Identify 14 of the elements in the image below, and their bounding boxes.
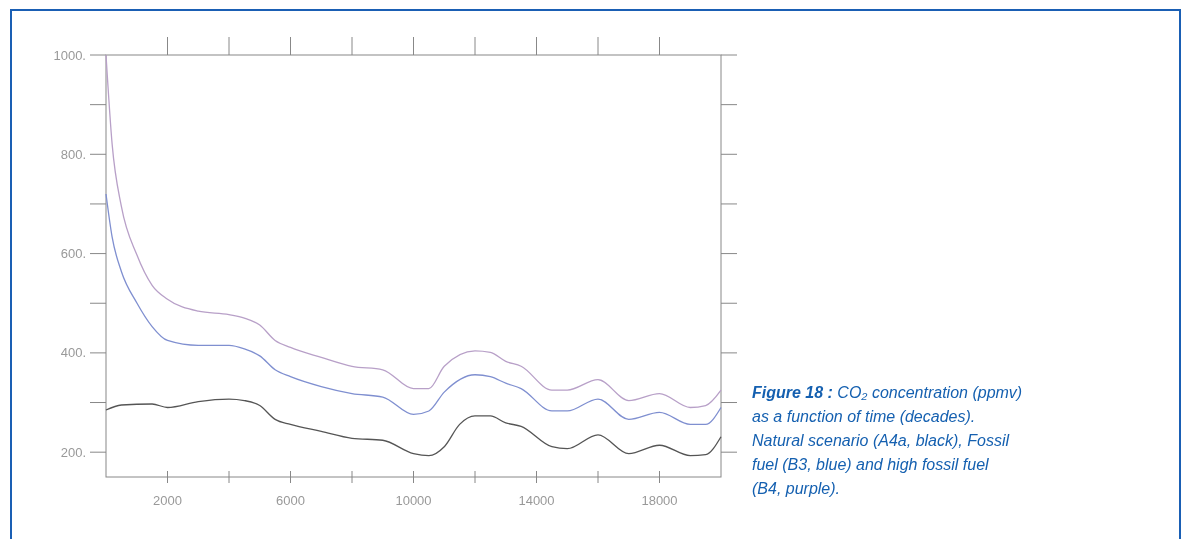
y-tick-label: 600. — [60, 246, 86, 262]
y-tick-label: 800. — [60, 146, 86, 162]
x-tick-label: 14000 — [518, 493, 555, 508]
y-tick-label: 1000. — [53, 47, 86, 63]
line-series — [105, 398, 722, 457]
x-tick-label: 18000 — [641, 493, 678, 508]
line-series — [105, 54, 722, 409]
caption: Figure 18 : CO₂ concentration (ppmv) as a function of time (decades). Natural scenario (A4a, black), Fossil fuel (B3, blue) and high fossil fuel (B4, purple). — [752, 384, 1023, 497]
line-series — [105, 193, 722, 426]
y-tick-label: 200. — [60, 444, 86, 460]
y-tick-label: 400. — [60, 345, 86, 361]
x-tick-label: 6000 — [276, 493, 305, 508]
x-tick-label: 10000 — [395, 493, 432, 508]
x-tick-label: 2000 — [153, 493, 182, 508]
